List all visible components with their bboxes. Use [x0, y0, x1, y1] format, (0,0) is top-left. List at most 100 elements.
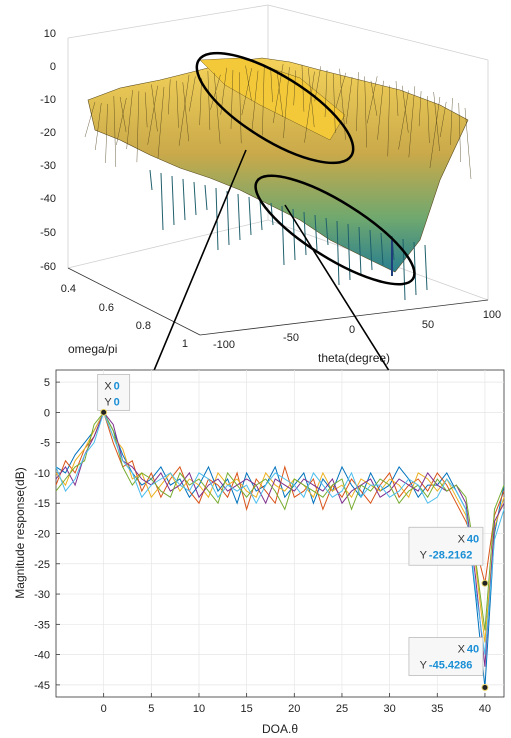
z-tick-label: -40 — [40, 193, 56, 205]
surface-mesh-line — [356, 72, 359, 132]
surface-mesh-line — [408, 86, 416, 158]
surface-axes-front — [67, 267, 489, 336]
datatip-box — [97, 373, 131, 411]
z-axis-ticks: 10 0 -10 -20 -30 -40 -50 -60 — [40, 28, 56, 273]
surface-null-spike — [380, 232, 384, 266]
surface-mesh-line — [307, 68, 315, 128]
surface-plot: 10 0 -10 -20 -30 -40 -50 -60 0.4 0.6 0.8… — [40, 4, 501, 365]
surface-mesh-line — [251, 70, 259, 130]
x-tick-label: 5 — [148, 703, 154, 715]
surface-null-spike — [314, 214, 318, 251]
datatip-box — [408, 526, 484, 566]
x-tick-label: 0 — [101, 703, 107, 715]
surface-null-spike — [237, 193, 241, 241]
surface-mesh-line — [364, 76, 367, 148]
theta-tick-label: 100 — [483, 309, 501, 321]
omega-tick-label: 0.4 — [61, 283, 76, 295]
surface-mesh-line — [136, 91, 140, 163]
surface-mesh-line — [335, 72, 347, 108]
datatip-x-label: X — [458, 533, 466, 545]
surface-mesh-line — [238, 72, 242, 144]
surface-null-spike — [182, 178, 186, 221]
surface-mesh-line — [387, 85, 390, 157]
surface-mesh-line — [314, 66, 322, 102]
datatip-y-value: -28.2162 — [429, 549, 472, 561]
surface-null-spike — [281, 205, 285, 266]
datatip-marker — [481, 579, 489, 587]
y-tick-label: -10 — [34, 468, 50, 480]
surface-mesh-line — [398, 90, 409, 150]
x-tick-label: 10 — [193, 703, 205, 715]
x-tick-label: 35 — [431, 703, 443, 715]
y-ticks: 5 0 -5 -10 -15 -20 -25 -30 -35 -40 -45 — [34, 377, 60, 692]
series-line — [55, 411, 505, 667]
omega-tick-label: 0.8 — [136, 320, 151, 332]
surface-null-spike — [369, 229, 373, 271]
surface-mesh-line — [370, 80, 378, 116]
datatip-y-label: Y — [104, 396, 112, 408]
x-tick-label: 30 — [383, 703, 395, 715]
theta-axis-label: theta(degree) — [318, 351, 390, 365]
surface-null-spike — [248, 196, 252, 236]
datatip-x-label: X — [104, 380, 112, 392]
y-tick-label: -40 — [34, 650, 50, 662]
surface-null-spike — [358, 226, 362, 276]
datatip-x-label: X — [458, 643, 466, 655]
x-tick-label: 25 — [336, 703, 348, 715]
surface-mesh-line — [84, 101, 96, 138]
surface-null-spike — [259, 199, 263, 231]
datatip[interactable]: X 40 Y -28.2162 — [408, 526, 489, 587]
datatip-x-value: 0 — [114, 380, 120, 392]
surface-mesh-line — [176, 80, 179, 128]
surface-mesh-line — [147, 85, 158, 145]
surface-mesh-line — [189, 76, 196, 112]
surface-mesh-line — [324, 69, 328, 118]
datatip[interactable]: X 0Y 0 — [97, 373, 131, 416]
y-tick-label: -30 — [34, 589, 50, 601]
series-line — [55, 411, 505, 631]
datatip-y-value: -45.4286 — [429, 659, 472, 671]
z-tick-label: 0 — [50, 61, 56, 73]
theta-tick-label: -50 — [283, 332, 299, 344]
datatip-y-label: Y — [420, 659, 428, 671]
x-tick-label: 15 — [241, 703, 253, 715]
datatip-marker — [100, 408, 108, 416]
x-tick-label: 40 — [479, 703, 491, 715]
line-chart: 0 5 10 15 20 25 30 35 40 5 0 -5 -10 -15 -20 -25 -30 -35 -… — [13, 369, 505, 736]
series-line — [55, 411, 505, 643]
y-tick-label: -15 — [34, 498, 50, 510]
surface-mesh-line — [144, 92, 148, 128]
y-tick-label: 5 — [44, 377, 50, 389]
surface-mesh-line — [151, 84, 158, 132]
y-axis-label: Magnitude response(dB) — [13, 467, 27, 598]
surface-mesh-line — [395, 80, 399, 117]
surface-null-spike — [204, 184, 208, 211]
omega-tick-label: 0.6 — [99, 302, 114, 314]
x-tick-label: 20 — [288, 703, 300, 715]
z-tick-label: -30 — [40, 160, 56, 172]
surface-mesh-line — [95, 102, 102, 151]
ridge-ellipse — [195, 51, 355, 165]
x-ticks: 0 5 10 15 20 25 30 35 40 — [101, 693, 491, 715]
surface-mesh-line — [113, 95, 117, 167]
surface-mesh-line — [210, 74, 221, 110]
surface-mesh-line — [230, 69, 234, 129]
surface-mesh-line — [178, 74, 190, 146]
omega-axis-ticks: 0.4 0.6 0.8 1 — [61, 283, 188, 350]
z-tick-label: 10 — [44, 28, 56, 40]
series-lines — [55, 410, 505, 688]
surface-mesh-line — [207, 70, 211, 130]
surface-null-spike — [325, 217, 329, 246]
datatip-y-label: Y — [420, 549, 428, 561]
theta-tick-label: -100 — [213, 339, 235, 351]
surface-mesh-line — [366, 76, 378, 124]
surface-mesh-line — [270, 67, 273, 103]
datatip[interactable]: X 40 Y -45.4286 — [408, 637, 489, 691]
surface-mesh-line — [213, 72, 221, 144]
surface-mesh-line — [345, 76, 353, 124]
series-line — [55, 410, 505, 655]
surface-mesh-line — [427, 96, 430, 144]
surface-null-spike — [336, 220, 340, 286]
surface-mesh-line — [429, 96, 441, 169]
surface-mesh-line — [182, 82, 190, 142]
